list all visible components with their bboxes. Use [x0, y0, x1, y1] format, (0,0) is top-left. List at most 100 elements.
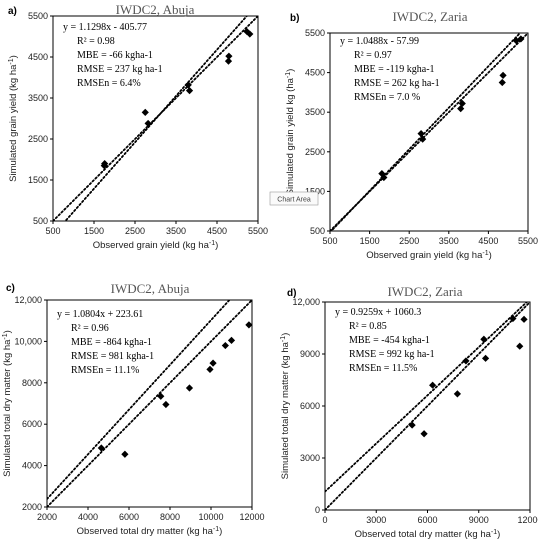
data-point: [458, 99, 466, 108]
data-point: [246, 30, 254, 38]
data-point: [141, 108, 149, 116]
x-tick-label: 4500: [207, 226, 227, 236]
x-tick-label: 12000: [239, 512, 264, 522]
chart-panel-1: a) IWDC2, Abuja 500 1500 2500 3500 4500 5500 500…: [8, 2, 269, 251]
x-tick-label: 3000: [366, 515, 386, 525]
x-axis-label: Observed grain yield (kg ha-1): [93, 240, 219, 252]
y-axis-label: Simulated grain yield (kg ha-1): [8, 55, 20, 182]
y-tick-label: 4000: [22, 461, 42, 471]
data-point: [221, 341, 229, 350]
one-to-one-line: [47, 300, 252, 507]
chart-panel-3: c) IWDC2, Abuja 2000 4000 6000 8000 10000 12000…: [2, 281, 265, 537]
x-axis-label: Observed grain yield (kg ha-1): [366, 250, 492, 262]
regression-line: [330, 33, 522, 231]
y-tick-label: 5500: [28, 11, 48, 21]
plot-frame: [329, 32, 529, 232]
x-tick-label: 5500: [248, 226, 268, 236]
data-point: [185, 384, 194, 392]
y-tick-label: 9000: [300, 349, 320, 359]
panel-letter: a): [8, 6, 17, 17]
y-tick-label: 12,000: [292, 297, 320, 307]
stats-line: RMSEn = 11.5%: [349, 363, 417, 374]
data-point: [453, 390, 461, 398]
chart-panel-2: b) IWDC2, Zaria 500 1500 2500 3500 4500 5500 500…: [285, 9, 538, 261]
data-point: [162, 400, 170, 409]
x-tick-label: 5500: [518, 236, 538, 246]
chart-title: IWDC2, Zaria: [392, 9, 467, 24]
data-point: [101, 160, 109, 168]
x-tick-label: 500: [322, 236, 337, 246]
data-point: [227, 336, 236, 344]
x-tick-label: 6000: [417, 515, 437, 525]
data-point: [429, 381, 437, 389]
x-tick-label: 1500: [84, 226, 104, 236]
y-axis-label: Simulated total dry matter (kg ha-1): [280, 333, 292, 480]
stats-line: RMSE = 992 kg ha-1: [349, 349, 435, 360]
stats-line: MBE = -864 kgha-1: [71, 337, 152, 348]
y-tick-label: 1500: [305, 186, 325, 196]
regression-line: [64, 16, 249, 221]
one-to-one-line: [325, 302, 530, 510]
y-tick-label: 4500: [28, 52, 48, 62]
stats-line: RMSEn = 7.0 %: [354, 92, 420, 103]
data-point: [498, 78, 506, 87]
plot-frame: [46, 299, 253, 508]
x-tick-label: 0: [322, 515, 327, 525]
stats-line: R² = 0.85: [349, 321, 387, 332]
data-point: [225, 52, 233, 60]
data-point: [184, 81, 192, 89]
data-point: [97, 444, 105, 452]
data-point: [419, 135, 427, 143]
y-tick-label: 3500: [28, 93, 48, 103]
y-tick-label: 2000: [22, 502, 42, 512]
data-point: [121, 450, 129, 458]
x-tick-label: 9000: [469, 515, 489, 525]
stats-line: MBE = -454 kgha-1: [349, 335, 430, 346]
stats-line: RMSE = 262 kg ha-1: [354, 78, 440, 89]
chart-panel-4: d) IWDC2, Zaria 0 3000 6000 9000 12000 0 3000 600…: [280, 284, 538, 540]
regression-line: [47, 300, 231, 500]
panel-letter: b): [290, 13, 299, 24]
x-tick-label: 2500: [399, 236, 419, 246]
data-point: [481, 354, 490, 362]
data-point: [185, 87, 194, 95]
stats-line: y = 1.0488x - 57.99: [340, 36, 419, 47]
x-tick-label: 3500: [166, 226, 186, 236]
chart-title: IWDC2, Abuja: [111, 281, 190, 296]
y-tick-label: 2500: [28, 134, 48, 144]
data-point: [243, 27, 251, 36]
data-point: [420, 430, 428, 438]
data-point: [520, 315, 528, 323]
y-tick-label: 2500: [305, 147, 325, 157]
y-tick-label: 3500: [305, 107, 325, 117]
stats-line: y = 1.0804x + 223.61: [57, 309, 143, 320]
data-point: [480, 335, 488, 343]
stats-line: RMSE = 237 kg ha-1: [77, 64, 163, 75]
x-tick-label: 2000: [37, 512, 57, 522]
y-tick-label: 6000: [300, 401, 320, 411]
x-tick-label: 8000: [160, 512, 180, 522]
stats-line: RMSE = 981 kgha-1: [71, 351, 154, 362]
data-point: [516, 342, 524, 350]
stats-line: R² = 0.96: [71, 323, 109, 334]
stats-line: MBE = -119 kgha-1: [354, 64, 435, 75]
y-tick-label: 500: [33, 216, 48, 226]
y-axis-label: Simulated total dry matter (kg ha-1): [2, 330, 14, 477]
x-axis-label: Observed total dry matter (kg ha-1): [355, 529, 501, 541]
y-tick-label: 1500: [28, 175, 48, 185]
x-tick-label: 4000: [78, 512, 98, 522]
data-point: [157, 392, 165, 400]
data-point: [499, 71, 507, 79]
x-tick-label: 10000: [198, 512, 223, 522]
x-tick-label: 12000: [517, 515, 538, 525]
data-point: [206, 365, 214, 373]
stats-line: R² = 0.98: [77, 36, 115, 47]
panel-letter: d): [287, 288, 296, 299]
y-tick-label: 10,000: [14, 336, 42, 346]
y-tick-label: 12,000: [14, 295, 42, 305]
x-tick-label: 500: [45, 226, 60, 236]
data-point: [517, 35, 525, 43]
data-point: [245, 321, 253, 329]
y-tick-label: 6000: [22, 419, 42, 429]
data-point: [144, 119, 152, 128]
